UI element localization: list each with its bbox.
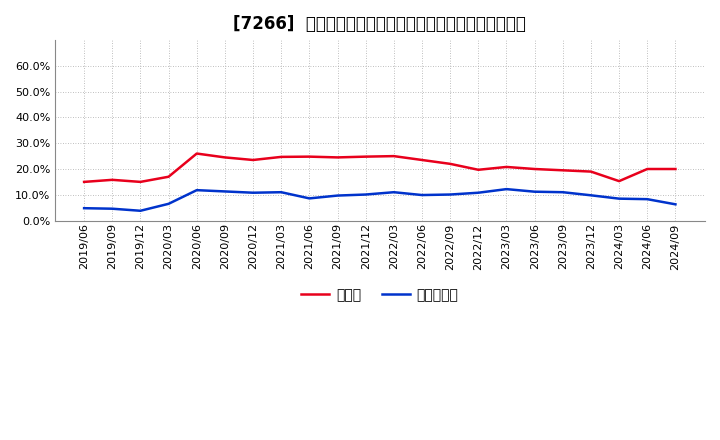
現顕金 [587,169,595,174]
現顕金 [192,151,201,156]
有利子負債 [361,192,370,197]
有利子負債 [277,190,286,195]
有利子負債 [220,189,229,194]
有利子負債 [80,205,89,211]
現顕金 [474,167,482,172]
有利子負債 [615,196,624,201]
有利子負債 [559,190,567,195]
現顕金 [164,174,173,180]
有利子負債 [643,197,652,202]
有利子負債 [587,193,595,198]
現顕金 [502,164,510,169]
有利子負債 [248,190,257,195]
現顕金 [615,179,624,184]
現顕金 [559,168,567,173]
有利子負債 [474,190,482,195]
現顕金 [248,158,257,163]
現顕金 [643,166,652,172]
Line: 現顕金: 現顕金 [84,154,675,182]
有利子負債 [305,196,314,201]
現顕金 [277,154,286,160]
現顕金 [390,154,398,159]
現顕金 [531,166,539,172]
有利子負債 [531,189,539,194]
有利子負債 [446,192,454,197]
有利子負債 [502,187,510,192]
現顕金 [80,179,89,184]
現顕金 [361,154,370,159]
現顕金 [305,154,314,159]
現顕金 [418,158,426,163]
現顕金 [220,155,229,160]
有利子負債 [333,193,342,198]
Legend: 現顕金, 有利子負債: 現顕金, 有利子負債 [296,282,464,308]
有利子負債 [192,187,201,193]
現顕金 [446,161,454,166]
現顕金 [333,155,342,160]
有利子負債 [418,192,426,198]
Line: 有利子負債: 有利子負債 [84,189,675,211]
有利子負債 [164,201,173,206]
有利子負債 [390,190,398,195]
有利子負債 [671,202,680,207]
現顕金 [671,166,680,172]
Title: [7266]  現顕金、有利子負債の総資産に対する比率の推移: [7266] 現顕金、有利子負債の総資産に対する比率の推移 [233,15,526,33]
現顕金 [136,179,145,184]
有利子負債 [136,208,145,213]
現顕金 [108,177,117,183]
有利子負債 [108,206,117,211]
